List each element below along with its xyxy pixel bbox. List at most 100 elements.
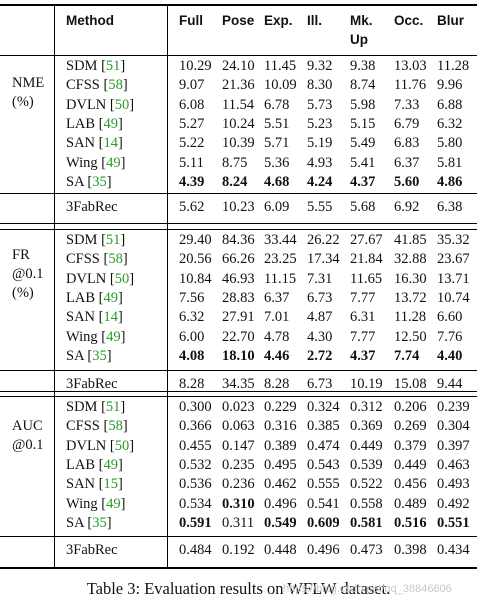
citation-link[interactable]: 58: [108, 418, 123, 435]
metric-label: NME: [12, 75, 45, 91]
table-cell: 6.83: [394, 135, 420, 152]
table-cell: 7.76: [437, 328, 463, 345]
table-cell: 5.51: [264, 115, 290, 132]
citation-link[interactable]: 49: [103, 289, 118, 306]
table-cell: 11.45: [264, 58, 297, 74]
table-cell: 18.10: [222, 347, 255, 364]
table-cell: 0.236: [222, 476, 255, 493]
table-cell: 4.93: [307, 154, 333, 171]
table-cell: 8.28: [264, 376, 290, 392]
table-cell: 20.56: [179, 251, 212, 268]
table-cell: 10.74: [437, 289, 470, 306]
table-cell: 4.37: [350, 347, 376, 364]
column-header: Method: [66, 13, 114, 28]
citation-link[interactable]: 49: [106, 154, 121, 171]
table-cell: 4.40: [437, 347, 463, 364]
table-cell: 9.38: [350, 58, 376, 74]
citation-bracket: ]: [120, 328, 126, 345]
table-cell: 8.30: [307, 77, 333, 94]
citation-bracket: ]: [129, 270, 135, 287]
table-cell: 5.19: [307, 135, 333, 152]
table-cell: 0.543: [307, 456, 340, 473]
vertical-rule: [54, 4, 55, 567]
citation-link[interactable]: 51: [105, 58, 121, 74]
method-label: LAB: [66, 115, 99, 132]
table-cell: 0.366: [179, 418, 212, 435]
table-cell: 0.462: [264, 476, 297, 493]
method-name: LAB [49]: [66, 116, 123, 133]
method-name: SAN [15]: [66, 476, 123, 493]
table-cell: 0.369: [350, 418, 383, 435]
method-label: SDM: [66, 58, 102, 74]
citation-link[interactable]: 50: [114, 437, 130, 454]
table-cell: 7.77: [350, 289, 376, 306]
table-cell: 0.449: [350, 437, 383, 454]
table-cell: 6.32: [179, 309, 205, 326]
table-cell: 9.44: [437, 376, 463, 392]
table-cell: 10.19: [350, 376, 383, 392]
citation-bracket: ]: [122, 77, 128, 94]
table-cell: 0.492: [437, 495, 470, 512]
table-cell: 7.01: [264, 309, 290, 326]
table-cell: 66.26: [222, 251, 255, 268]
table-cell: 32.88: [394, 251, 427, 268]
table-cell: 5.23: [307, 115, 333, 132]
method-name: CFSS [58]: [66, 77, 128, 94]
citation-bracket: ]: [106, 173, 112, 190]
citation-link[interactable]: 49: [106, 328, 121, 345]
table-cell: 0.536: [179, 476, 212, 493]
table-cell: 6.88: [437, 96, 463, 113]
citation-link[interactable]: 50: [114, 96, 130, 113]
citation-link[interactable]: 51: [105, 232, 121, 248]
method-name: SAN [14]: [66, 135, 123, 152]
table-cell: 21.36: [222, 77, 255, 94]
citation-link[interactable]: 58: [108, 251, 123, 268]
table-cell: 10.29: [179, 58, 212, 74]
citation-link[interactable]: 35: [92, 347, 107, 364]
citation-bracket: [: [103, 418, 109, 435]
table-cell: 0.310: [222, 495, 255, 512]
citation-link[interactable]: 14: [103, 135, 118, 152]
citation-bracket: ]: [117, 135, 123, 152]
citation-bracket: ]: [117, 476, 123, 493]
table-cell: 13.72: [394, 289, 427, 306]
method-name: 3FabRec: [66, 542, 118, 558]
table-cell: 12.50: [394, 328, 427, 345]
table-cell: 10.84: [179, 270, 212, 287]
citation-link[interactable]: 49: [103, 456, 118, 473]
table-cell: 4.87: [307, 309, 333, 326]
table-cell: 0.229: [264, 399, 297, 415]
method-label: DVLN: [66, 96, 110, 113]
table-cell: 4.24: [307, 173, 333, 190]
table-cell: 6.38: [437, 199, 463, 215]
table-cell: 13.71: [437, 270, 470, 287]
citation-link[interactable]: 50: [114, 270, 130, 287]
method-name: DVLN [50]: [66, 271, 134, 288]
table-cell: 0.496: [264, 495, 297, 512]
column-header: Pose: [222, 13, 255, 28]
citation-bracket: ]: [106, 514, 112, 531]
citation-bracket: [: [87, 347, 93, 364]
citation-link[interactable]: 15: [103, 476, 118, 493]
table-cell: 5.55: [307, 199, 333, 215]
table-cell: 22.70: [222, 328, 255, 345]
citation-bracket: ]: [129, 96, 135, 113]
citation-link[interactable]: 35: [92, 173, 107, 190]
table-cell: 21.84: [350, 251, 383, 268]
table-cell: 0.147: [222, 437, 255, 454]
table-cell: 11.76: [394, 77, 427, 94]
citation-link[interactable]: 14: [103, 309, 118, 326]
table-cell: 0.063: [222, 418, 255, 435]
citation-bracket: [: [101, 328, 107, 345]
citation-link[interactable]: 51: [105, 399, 121, 415]
horizontal-rule: [0, 229, 477, 230]
citation-link[interactable]: 35: [92, 514, 107, 531]
method-label: Wing: [66, 328, 102, 345]
table-cell: 8.74: [350, 77, 376, 94]
metric-label: (%): [12, 94, 34, 110]
table-cell: 0.558: [350, 495, 383, 512]
citation-link[interactable]: 49: [106, 495, 121, 512]
table-cell: 5.41: [350, 154, 376, 171]
citation-link[interactable]: 49: [103, 115, 118, 132]
citation-link[interactable]: 58: [108, 77, 123, 94]
